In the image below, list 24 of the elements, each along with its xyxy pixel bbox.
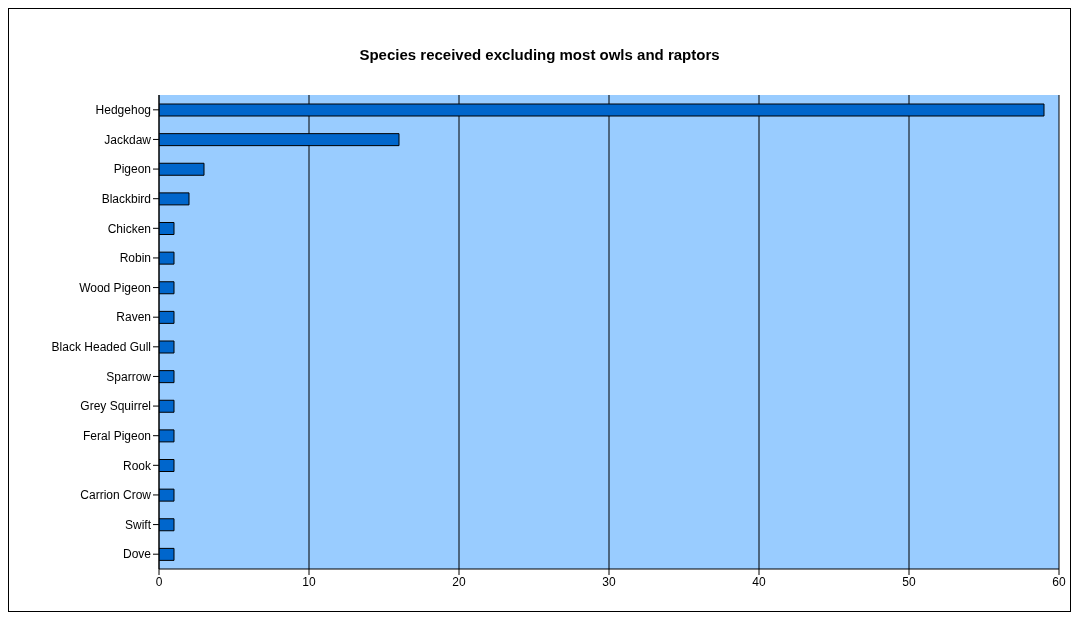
y-tick-label: Pigeon	[113, 162, 151, 177]
y-tick-label: Wood Pigeon	[79, 280, 151, 295]
x-tick-label: 30	[602, 574, 616, 589]
y-tick-label: Raven	[116, 310, 151, 325]
y-tick-label: Grey Squirrel	[80, 399, 151, 414]
y-tick-label: Rook	[122, 458, 152, 473]
y-tick-label: Blackbird	[101, 191, 151, 206]
y-tick-label: Hedgehog	[95, 103, 151, 118]
y-tick-label: Dove	[122, 547, 152, 562]
x-tick-label: 40	[752, 574, 766, 589]
y-tick-label: Carrion Crow	[80, 488, 152, 503]
x-tick-label: 10	[302, 574, 316, 589]
y-tick-label: Chicken	[107, 221, 151, 236]
chart-title: Species received excluding most owls and raptors	[358, 46, 721, 63]
x-tick-label: 0	[155, 574, 163, 589]
y-tick-label: Robin	[119, 251, 151, 266]
y-tick-label: Black Headed Gull	[51, 340, 151, 355]
x-tick-label: 20	[452, 574, 466, 589]
y-tick-label: Sparrow	[106, 369, 152, 384]
x-tick-label: 50	[902, 574, 916, 589]
y-tick-label: Swift	[124, 517, 152, 532]
y-tick-label: Jackdaw	[104, 132, 152, 147]
x-tick-label: 60	[1052, 574, 1066, 589]
y-tick-label: Feral Pigeon	[82, 428, 151, 443]
